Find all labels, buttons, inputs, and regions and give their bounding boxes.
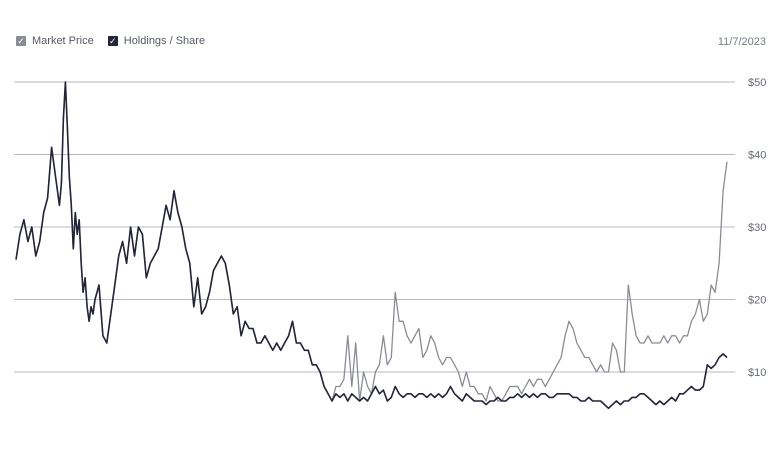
holdings-share-line <box>15 81 728 410</box>
legend-label-holdings-share: Holdings / Share <box>123 35 206 47</box>
y-tick-label: $50 <box>748 77 766 89</box>
y-tick-label: $20 <box>748 295 766 307</box>
checkbox-icon[interactable]: ✓ <box>107 36 118 46</box>
checkbox-icon[interactable]: ✓ <box>16 36 26 46</box>
chart-date: 11/7/2023 <box>717 36 766 48</box>
legend-label-market-price: Market Price <box>32 35 94 47</box>
chart-legend: ✓ Market Price ✓ Holdings / Share <box>16 35 205 47</box>
legend-market-price[interactable]: ✓ Market Price <box>16 35 94 47</box>
y-tick-label: $40 <box>748 150 766 162</box>
y-tick-label: $10 <box>748 367 766 379</box>
legend-holdings-share[interactable]: ✓ Holdings / Share <box>107 35 206 47</box>
y-tick-label: $30 <box>748 222 766 234</box>
